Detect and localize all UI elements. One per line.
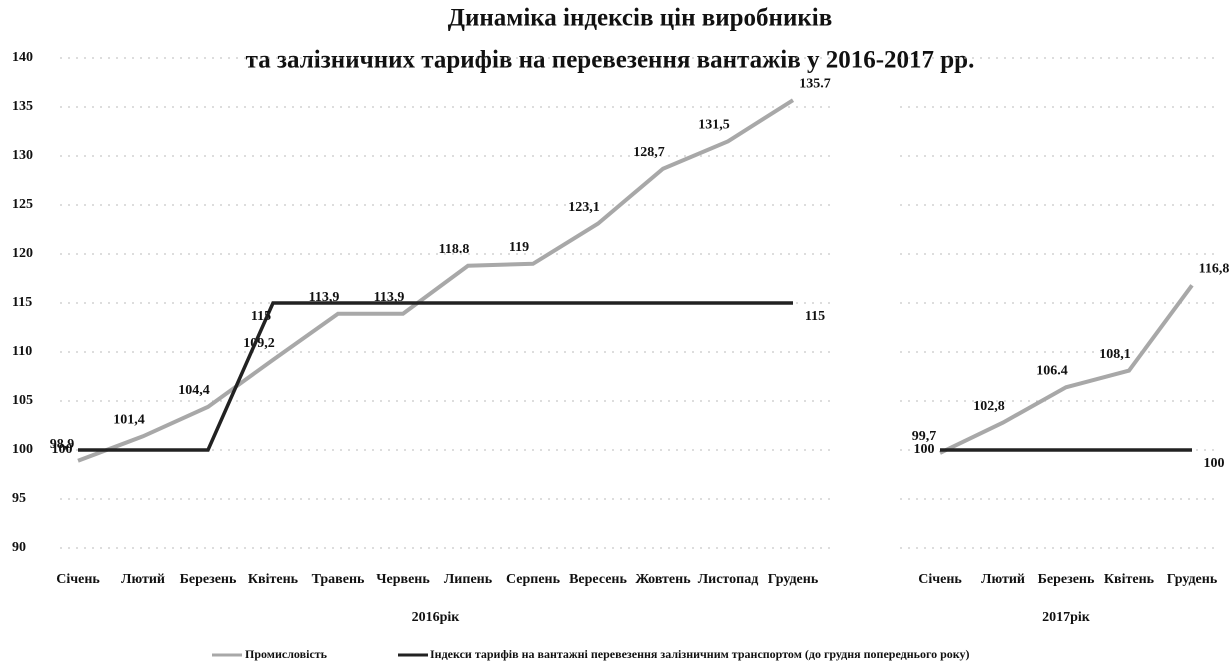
data-label: 131,5 <box>698 118 730 133</box>
data-label: 113,9 <box>374 290 405 305</box>
x-tick-label: Жовтень <box>635 572 691 587</box>
data-label: 128,7 <box>633 145 665 160</box>
x-tick-label: Квітень <box>248 572 299 587</box>
x-tick-label: Квітень <box>1104 572 1155 587</box>
data-label: 100 <box>914 442 935 457</box>
x-tick-label: Грудень <box>768 572 819 587</box>
data-label: 100 <box>52 442 73 457</box>
chart-title: та залізничних тарифів на перевезення ва… <box>246 47 975 74</box>
data-label: 135.7 <box>799 76 831 91</box>
data-label: 109,2 <box>243 336 275 351</box>
legend: Промисловість Індекси тарифів на вантажн… <box>212 647 970 661</box>
data-label: 102,8 <box>973 399 1005 414</box>
y-tick-label: 130 <box>12 148 33 163</box>
x-tick-label: Серпень <box>506 572 561 587</box>
x-tick-label: Березень <box>1038 572 1095 587</box>
data-label: 115 <box>805 309 825 324</box>
x-tick-label: Травень <box>312 572 365 587</box>
data-label: 101,4 <box>113 412 145 427</box>
data-label: 106.4 <box>1036 363 1068 378</box>
y-tick-label: 120 <box>12 246 33 261</box>
x-tick-label: Лютий <box>981 572 1025 587</box>
data-label: 113,9 <box>309 290 340 305</box>
y-tick-label: 110 <box>12 344 32 359</box>
x-tick-label: Листопад <box>698 572 759 587</box>
x-tick-label: Грудень <box>1167 572 1218 587</box>
data-label: 116,8 <box>1199 262 1229 277</box>
data-label: 108,1 <box>1099 347 1131 362</box>
chart-title: Динаміка індексів цін виробників <box>448 5 832 32</box>
y-tick-label: 140 <box>12 50 33 65</box>
y-tick-label: 105 <box>12 393 33 408</box>
y-tick-label: 90 <box>12 540 26 555</box>
x-axis-label: 2016рік <box>412 610 461 625</box>
data-label: 98,9 <box>50 437 75 452</box>
data-label: 100 <box>1204 456 1225 471</box>
data-label: 123,1 <box>568 200 600 215</box>
x-axis-label: 2017рік <box>1042 610 1091 625</box>
x-tick-label: Лютий <box>121 572 165 587</box>
x-tick-label: Січень <box>918 572 962 587</box>
data-label: 118.8 <box>439 242 470 257</box>
y-tick-label: 135 <box>12 99 33 114</box>
x-tick-label: Вересень <box>569 572 627 587</box>
legend-label: Індекси тарифів на вантажні перевезення … <box>430 647 970 661</box>
series-line <box>77 98 795 463</box>
x-tick-label: Червень <box>376 572 430 587</box>
data-label: 115 <box>251 309 271 324</box>
data-label: 99,7 <box>912 429 937 444</box>
series-line <box>78 301 793 452</box>
y-tick-label: 100 <box>12 442 33 457</box>
y-tick-label: 115 <box>12 295 32 310</box>
data-label: 119 <box>509 240 529 255</box>
series-line <box>939 284 1194 455</box>
x-tick-label: Березень <box>180 572 237 587</box>
y-tick-label: 125 <box>12 197 33 212</box>
x-tick-label: Липень <box>444 572 493 587</box>
y-tick-label: 95 <box>12 491 26 506</box>
data-label: 104,4 <box>178 383 210 398</box>
legend-label: Промисловість <box>245 647 328 661</box>
x-tick-label: Січень <box>56 572 100 587</box>
